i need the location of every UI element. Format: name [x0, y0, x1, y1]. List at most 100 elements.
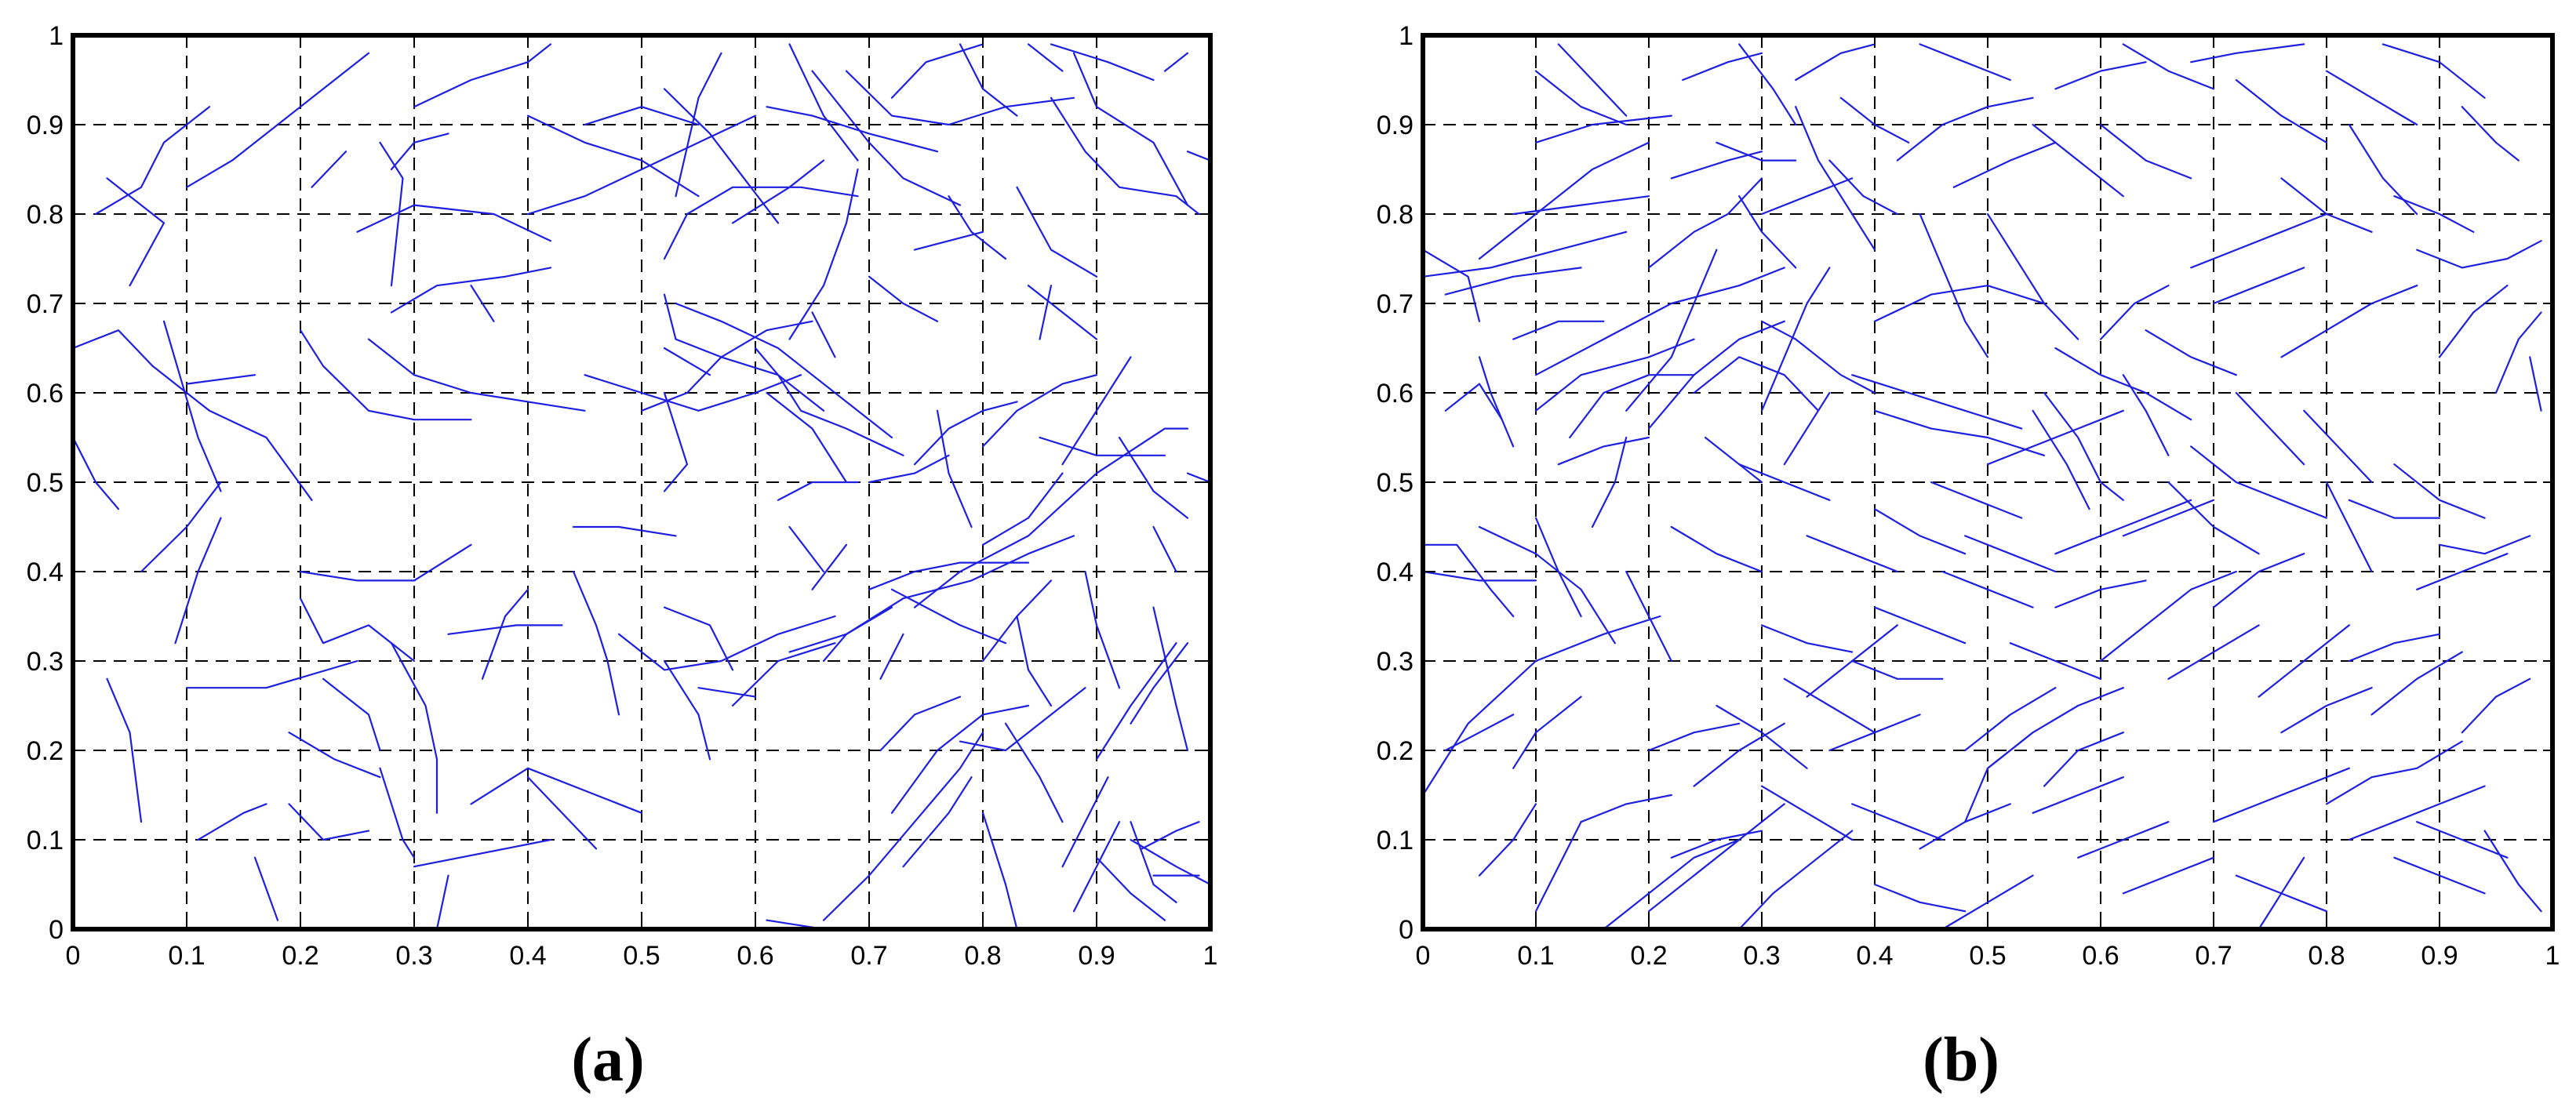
crack-segment [288, 803, 370, 841]
crack-segment [981, 472, 1064, 546]
crack-segment [697, 687, 757, 698]
crack-segment [1964, 535, 2057, 573]
crack-segment [2416, 240, 2542, 269]
crack-segment [1783, 391, 1831, 466]
crack-segment [2099, 570, 2237, 663]
crack-segment [1693, 356, 1820, 412]
crack-segment [106, 677, 143, 823]
tick-marks [72, 34, 1211, 930]
crack-segment [2235, 391, 2305, 466]
crack-segment [2483, 830, 2542, 913]
crack-segment [731, 642, 836, 707]
crack-segment [2190, 43, 2305, 64]
crack-segment [2054, 499, 2192, 555]
x-tick-label: 0.3 [1743, 941, 1780, 971]
y-tick-label: 0.9 [27, 111, 64, 140]
crack-segment [356, 204, 552, 242]
crack-segment [1534, 267, 1785, 376]
crack-segment [663, 606, 734, 671]
crack-segment [1603, 838, 1741, 931]
crack-segment [1625, 249, 1718, 412]
crack-segment [413, 838, 552, 868]
crack-segment [71, 436, 120, 510]
y-tick-label: 0.2 [1377, 736, 1414, 766]
crack-segment [981, 812, 1018, 931]
crack-segment [413, 43, 552, 108]
crack-segment [288, 732, 381, 779]
crack-segment [1682, 52, 1763, 82]
x-tick-label: 1 [1203, 941, 1218, 971]
crack-segment [71, 329, 154, 367]
crack-segment [1072, 821, 1121, 913]
y-tick-label: 0.7 [27, 289, 64, 319]
crack-segment [1873, 285, 2046, 322]
crack-segment [1806, 535, 1898, 573]
crack-segment [470, 285, 495, 322]
crack-segment [1186, 472, 1212, 484]
crack-segment [447, 624, 563, 635]
crack-segment [617, 615, 836, 671]
crack-segment [2416, 553, 2509, 590]
crack-segment [140, 481, 222, 573]
crack-segment [1670, 151, 1763, 180]
crack-segment [2190, 445, 2328, 519]
x-tick-label: 0.9 [2421, 941, 2458, 971]
crack-segment [2043, 391, 2124, 501]
crack-segment [526, 114, 757, 216]
crack-segment [379, 767, 416, 859]
crack-segment [2416, 821, 2509, 859]
chart-panel-a: 0 0.1 0.2 0.3 0.4 0.5 0.6 0.7 0.8 0.9 1 0 0.1 0.2 0.3 0… [27, 21, 1218, 1095]
crack-segment [1072, 52, 1189, 206]
crack-segment [913, 427, 1189, 608]
y-tick-label: 1 [49, 21, 64, 51]
grid-lines [73, 35, 1210, 929]
crack-segment [1478, 141, 1650, 260]
crack-segment [845, 70, 1075, 126]
crack-segment [766, 391, 848, 484]
panel-label-a: (a) [571, 1026, 644, 1095]
crack-segment [2303, 409, 2373, 484]
crack-segment [788, 43, 859, 162]
crack-segment [1050, 43, 1155, 82]
crack-segment [2145, 329, 2237, 376]
crack-segment [2280, 687, 2373, 734]
crack-segment [2325, 481, 2373, 573]
crack-segment [253, 856, 279, 921]
crack-segment [1557, 43, 1628, 117]
crack-segment [572, 525, 677, 537]
crack-segment [1738, 195, 1797, 269]
crack-segment [2348, 123, 2418, 216]
crack-segment [2077, 821, 2170, 859]
crack-segment [2122, 499, 2215, 537]
crack-segment [1952, 141, 2057, 188]
crack-segment [1941, 570, 2034, 608]
panel-label-b: (b) [1923, 1026, 1999, 1095]
crack-segment [1421, 231, 1628, 278]
crack-segment [1512, 320, 1605, 340]
y-tick-label: 0 [1399, 915, 1414, 945]
crack-segment [1795, 106, 1876, 251]
x-tick-label: 0.1 [168, 941, 205, 971]
crack-segment [311, 151, 347, 188]
crack-segment [1130, 642, 1189, 724]
crack-segment [811, 311, 836, 358]
crack-segment [572, 570, 620, 716]
y-tick-label: 0.8 [27, 200, 64, 230]
crack-segment [1873, 883, 1967, 913]
crack-segment [367, 338, 586, 412]
crack-segment [322, 677, 381, 752]
crack-segment [1027, 285, 1098, 340]
crack-segment [390, 642, 438, 814]
crack-segment [1141, 821, 1200, 850]
crack-segment [379, 141, 404, 287]
x-tick-label: 0.7 [2195, 941, 2232, 971]
y-tick-label: 0.4 [1377, 557, 1414, 587]
crack-segment [2494, 311, 2542, 394]
crack-segment [2032, 123, 2124, 198]
crack-segment [2032, 776, 2124, 814]
crack-segment [1919, 803, 2011, 850]
crack-segment [1760, 177, 1854, 216]
crack-segment [1738, 830, 1854, 931]
crack-segment [868, 275, 939, 322]
y-tick-label: 1 [1399, 21, 1414, 51]
